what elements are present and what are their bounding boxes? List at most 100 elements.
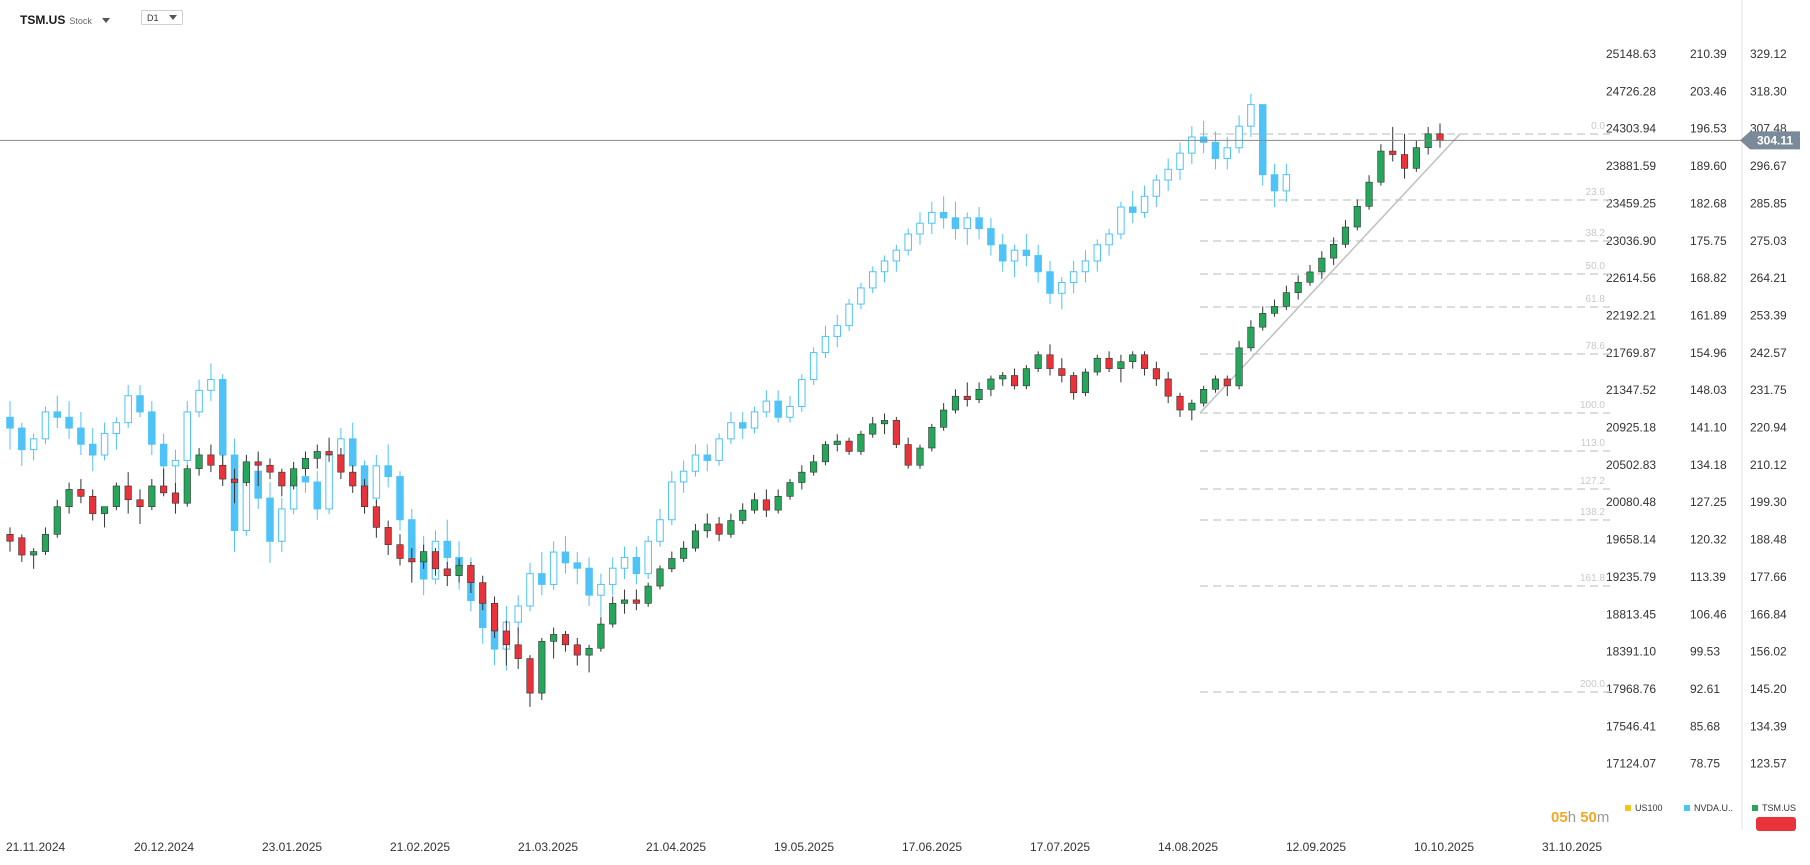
tsm-candle bbox=[41, 534, 50, 552]
tsm-candle bbox=[798, 471, 806, 483]
sell-button[interactable] bbox=[1756, 817, 1796, 831]
tsm-candle bbox=[372, 506, 380, 528]
tsm-candle bbox=[1176, 395, 1184, 411]
fib-label: 138.2 bbox=[1580, 507, 1605, 518]
nvda-candle bbox=[762, 400, 771, 413]
nvda-candle bbox=[526, 573, 534, 607]
tsm-candle bbox=[1211, 378, 1220, 390]
tsm-candle bbox=[1058, 368, 1066, 376]
legend-nvda[interactable]: NVDA.U.. bbox=[1684, 803, 1733, 813]
nvda-candle bbox=[148, 411, 156, 445]
tsm-candle bbox=[18, 537, 26, 556]
tsm-candle bbox=[1436, 133, 1444, 142]
tsm-candle bbox=[821, 444, 830, 463]
tsm-candle bbox=[1188, 402, 1196, 411]
fib-label: 50.0 bbox=[1586, 261, 1606, 272]
timeframe-select[interactable]: D1 bbox=[141, 10, 183, 25]
tsm-candle bbox=[1341, 226, 1350, 245]
axis-label-tsm: 285.85 bbox=[1750, 196, 1787, 210]
legend-label-us100: US100 bbox=[1635, 803, 1663, 813]
legend-swatch-us100 bbox=[1625, 805, 1631, 811]
tsm-candle bbox=[928, 426, 936, 449]
nvda-candle bbox=[171, 459, 180, 467]
tsm-candle bbox=[774, 496, 782, 511]
tsm-candle bbox=[467, 565, 475, 583]
nvda-candle bbox=[845, 303, 853, 327]
date-tick-label: 21.11.2024 bbox=[6, 840, 65, 854]
tsm-candle bbox=[65, 489, 73, 507]
legend-swatch-tsm bbox=[1752, 805, 1758, 811]
axis-label-us100: 20080.48 bbox=[1606, 495, 1656, 509]
nvda-candle bbox=[703, 454, 712, 461]
axis-label-tsm: 145.20 bbox=[1750, 682, 1787, 696]
axis-label-tsm: 242.57 bbox=[1750, 346, 1787, 360]
tsm-candle bbox=[266, 464, 274, 473]
nvda-candle bbox=[904, 233, 912, 251]
axis-label-nvda: 92.61 bbox=[1690, 682, 1720, 696]
tsm-candle bbox=[573, 644, 581, 656]
nvda-candle bbox=[313, 481, 322, 510]
nvda-candle bbox=[679, 470, 688, 483]
nvda-candle bbox=[6, 416, 14, 429]
axis-label-us100: 22192.21 bbox=[1606, 308, 1656, 322]
tsm-candle bbox=[349, 471, 357, 487]
tsm-candle bbox=[1235, 347, 1243, 387]
chevron-down-icon[interactable] bbox=[101, 17, 110, 23]
nvda-candle bbox=[1081, 260, 1090, 273]
axis-label-tsm: 275.03 bbox=[1750, 234, 1787, 248]
nvda-candle bbox=[987, 228, 995, 246]
tsm-candle bbox=[136, 499, 144, 507]
axis-label-tsm: 220.94 bbox=[1750, 421, 1787, 435]
tsm-candle bbox=[1200, 389, 1208, 404]
tsm-candle bbox=[1034, 354, 1042, 369]
symbol-header[interactable]: TSM.US Stock bbox=[20, 10, 110, 30]
tsm-candle bbox=[975, 389, 983, 400]
nvda-candle bbox=[183, 411, 192, 461]
tsm-candle bbox=[6, 534, 14, 542]
nvda-candle bbox=[1128, 206, 1137, 213]
tsm-candle bbox=[1022, 368, 1030, 387]
symbol-type: Stock bbox=[69, 16, 92, 26]
legend-label-tsm: TSM.US bbox=[1762, 803, 1797, 813]
axis-label-nvda: 210.39 bbox=[1690, 47, 1727, 61]
axis-label-tsm: 264.21 bbox=[1750, 271, 1787, 285]
nvda-candle bbox=[786, 406, 794, 418]
fib-label: 127.2 bbox=[1580, 476, 1605, 487]
axis-label-nvda: 113.39 bbox=[1690, 570, 1726, 584]
tsm-candle bbox=[526, 658, 534, 694]
tsm-candle bbox=[195, 454, 203, 470]
trend-line bbox=[1199, 133, 1461, 414]
tsm-candle bbox=[880, 420, 889, 425]
legend-tsm[interactable]: TSM.US bbox=[1752, 803, 1796, 813]
nvda-candle bbox=[538, 573, 546, 585]
axis-label-tsm: 231.75 bbox=[1750, 383, 1787, 397]
tsm-candle bbox=[1318, 257, 1326, 273]
nvda-candle bbox=[301, 476, 310, 483]
tsm-candle bbox=[597, 623, 605, 649]
tsm-candle bbox=[1010, 375, 1019, 387]
tsm-candle bbox=[77, 489, 85, 497]
tsm-candle bbox=[632, 599, 640, 604]
current-price-badge bbox=[1740, 131, 1800, 150]
tsm-candle bbox=[538, 641, 546, 694]
nvda-candle bbox=[632, 556, 641, 575]
nvda-candle bbox=[77, 427, 85, 445]
nvda-candle bbox=[396, 476, 404, 521]
axis-label-us100: 23036.90 bbox=[1606, 234, 1656, 248]
tsm-candle bbox=[656, 568, 664, 587]
axis-label-nvda: 99.53 bbox=[1690, 645, 1720, 659]
tsm-candle bbox=[1093, 357, 1101, 373]
nvda-candle bbox=[348, 438, 357, 467]
tsm-candle bbox=[951, 395, 960, 411]
tsm-candle bbox=[963, 395, 971, 400]
axis-label-tsm: 296.67 bbox=[1750, 159, 1787, 173]
tsm-candle bbox=[278, 471, 286, 487]
timer-hours: 05 bbox=[1551, 809, 1568, 826]
nvda-candle bbox=[998, 244, 1007, 262]
legend-us100[interactable]: US100 bbox=[1625, 803, 1663, 813]
nvda-candle bbox=[1117, 206, 1125, 235]
date-tick-label: 21.04.2025 bbox=[646, 840, 706, 854]
axis-label-nvda: 134.18 bbox=[1690, 458, 1727, 472]
tsm-candle bbox=[396, 544, 404, 559]
